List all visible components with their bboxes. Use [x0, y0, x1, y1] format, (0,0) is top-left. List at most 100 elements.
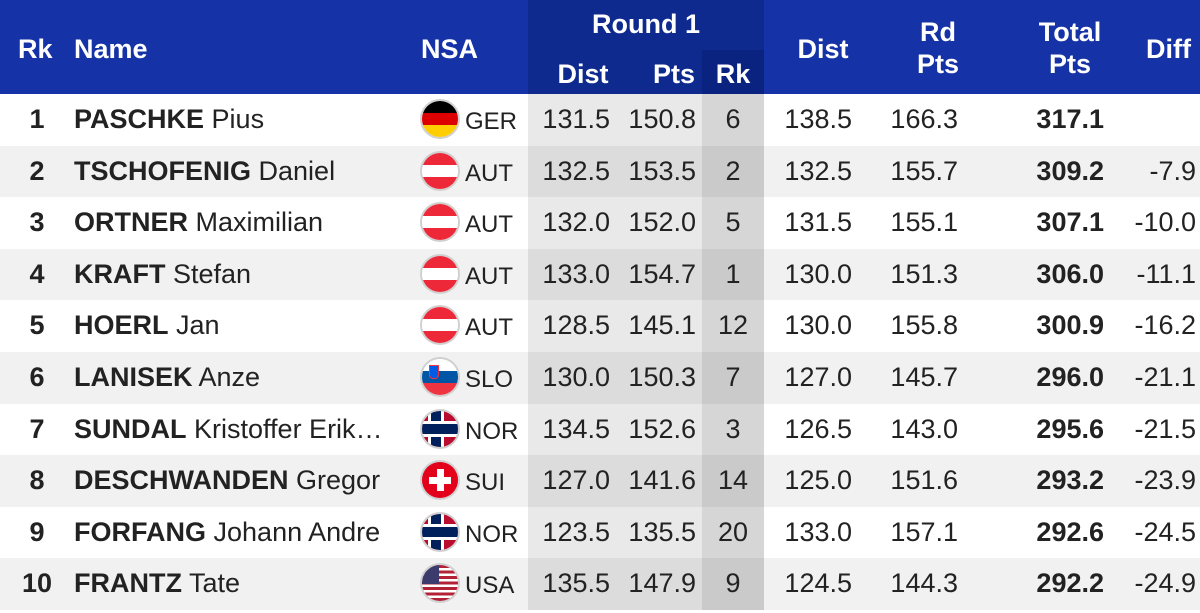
diff-cell: -24.5 [1134, 516, 1196, 547]
table-row[interactable]: 5 HOERL Jan AUT 128.5 145.1 12 130.0 155.8 300.9… [0, 300, 1200, 352]
header-name[interactable]: Name [74, 34, 148, 64]
rank-cell: 10 [21, 568, 53, 599]
athlete-last-name: PASCHKE [74, 104, 205, 134]
round1-rank-cell: 5 [725, 207, 741, 238]
header-diff[interactable]: Diff [1146, 34, 1191, 64]
rank-cell: 5 [29, 310, 45, 341]
athlete-first-name: Kristoffer Erik… [194, 413, 383, 444]
round1-dist-cell: 128.5 [542, 310, 610, 341]
dist-cell: 124.5 [784, 568, 852, 599]
athlete-first-name: Pius [211, 104, 265, 134]
header-rd-pts-line2: Pts [916, 49, 960, 79]
nsa-code: AUT [465, 262, 513, 290]
rank-cell: 1 [29, 104, 45, 134]
dist-cell: 127.0 [784, 361, 852, 392]
rd-pts-cell: 166.3 [890, 104, 958, 134]
athlete-last-name: TSCHOFENIG [74, 155, 252, 186]
round1-rank-header-band [702, 50, 764, 94]
athlete-first-name: Gregor [296, 465, 381, 496]
athlete-last-name: DESCHWANDEN [74, 465, 289, 496]
header-total-pts[interactable]: Total Pts [1030, 16, 1110, 80]
total-pts-cell: 300.9 [1036, 310, 1104, 341]
athlete-name[interactable]: SUNDAL Kristoffer Erik… [74, 404, 414, 456]
dist-cell: 131.5 [784, 207, 852, 238]
athlete-last-name: FORFANG [74, 516, 206, 547]
round1-pts-cell: 145.1 [628, 310, 696, 341]
round1-rank-column-shade [702, 197, 764, 249]
athlete-last-name: SUNDAL [74, 413, 187, 444]
round1-rank-column-shade [702, 506, 764, 559]
rd-pts-cell: 157.1 [890, 516, 958, 547]
nsa-code: GER [465, 108, 518, 135]
nsa-code: NOR [465, 520, 519, 548]
dist-cell: 132.5 [784, 155, 852, 186]
nsa-code: USA [465, 572, 515, 600]
athlete-name[interactable]: DESCHWANDEN Gregor [74, 455, 414, 507]
header-round1-dist[interactable]: Dist [557, 59, 609, 89]
round1-rank-column-shade [702, 403, 764, 456]
header-total-pts-line2: Pts [1048, 49, 1092, 79]
total-pts-cell: 307.1 [1036, 207, 1104, 238]
header-dist[interactable]: Dist [797, 34, 849, 64]
athlete-first-name: Anze [198, 361, 261, 392]
round1-pts-cell: 150.3 [628, 361, 696, 392]
table-row[interactable]: 4 KRAFT Stefan AUT 133.0 154.7 1 130.0 151.3 306… [0, 248, 1200, 301]
round1-column-shade [528, 351, 702, 404]
table-row[interactable]: 9 FORFANG Johann Andre NOR 123.5 135.5 20 133.… [0, 506, 1200, 559]
diff-cell: -24.9 [1134, 568, 1196, 599]
rank-cell: 3 [29, 207, 45, 238]
round1-rank-cell: 1 [725, 258, 741, 289]
usa-flag-icon [422, 565, 458, 602]
round1-pts-cell: 154.7 [628, 258, 696, 289]
header-round1-pts[interactable]: Pts [652, 59, 696, 89]
rank-cell: 8 [29, 465, 45, 496]
header-rank[interactable]: Rk [18, 34, 53, 64]
header-round1-rk[interactable]: Rk [715, 59, 751, 89]
round1-rank-column-shade [702, 558, 764, 610]
round1-dist-cell: 130.0 [542, 361, 610, 392]
athlete-name[interactable]: KRAFT Stefan [74, 249, 414, 301]
round1-rank-cell: 20 [717, 516, 749, 547]
table-row[interactable]: 3 ORTNER Maximilian AUT 132.0 152.0 5 131.5 155… [0, 197, 1200, 249]
dist-cell: 130.0 [784, 258, 852, 289]
table-row[interactable]: 1 PASCHKE Pius GER 131.5 150.8 6 138.5 166.3 317… [0, 94, 1200, 146]
athlete-name[interactable]: TSCHOFENIG Daniel [74, 146, 414, 198]
table-row[interactable]: 10 FRANTZ Tate USA 135.5 147.9 9 124.5 144.3 292… [0, 558, 1200, 610]
round1-column-shade [528, 506, 702, 559]
round1-pts-cell: 153.5 [628, 155, 696, 186]
athlete-name[interactable]: PASCHKE Pius [74, 94, 414, 146]
header-nsa[interactable]: NSA [421, 34, 479, 64]
athlete-last-name: ORTNER [74, 207, 188, 238]
dist-cell: 130.0 [784, 310, 852, 341]
round1-rank-column-shade [702, 300, 764, 352]
round1-rank-column-shade [702, 351, 764, 404]
athlete-first-name: Maximilian [195, 207, 324, 238]
round1-pts-cell: 141.6 [628, 465, 696, 496]
round1-column-shade [528, 455, 702, 507]
diff-cell [1110, 94, 1196, 146]
athlete-name[interactable]: HOERL Jan [74, 300, 414, 352]
dist-cell: 133.0 [784, 516, 852, 547]
diff-cell: -16.2 [1134, 310, 1196, 341]
table-row[interactable]: 2 TSCHOFENIG Daniel AUT 132.5 153.5 2 132.5 155… [0, 145, 1200, 198]
athlete-name[interactable]: ORTNER Maximilian [74, 197, 414, 249]
total-pts-cell: 292.2 [1036, 568, 1104, 599]
athlete-name[interactable]: FRANTZ Tate [74, 558, 414, 610]
rank-cell: 6 [29, 361, 45, 392]
diff-cell: -21.5 [1134, 413, 1196, 444]
athlete-first-name: Jan [176, 310, 220, 341]
diff-cell: -7.9 [1149, 155, 1196, 186]
rd-pts-cell: 155.1 [890, 207, 958, 238]
table-row[interactable]: 8 DESCHWANDEN Gregor SUI 127.0 141.6 14 125.0 1… [0, 455, 1200, 507]
austria-flag-icon [422, 152, 458, 189]
athlete-name[interactable]: LANISEK Anze [74, 352, 414, 404]
round1-rank-cell: 3 [725, 413, 741, 444]
table-row[interactable]: 7 SUNDAL Kristoffer Erik… NOR 134.5 152.6 3 12… [0, 403, 1200, 456]
header-rd-pts[interactable]: Rd Pts [890, 16, 986, 80]
table-row[interactable]: 6 LANISEK Anze SLO 130.0 150.3 7 127.0 145.7 296… [0, 351, 1200, 404]
round1-rank-cell: 9 [725, 568, 741, 599]
athlete-name[interactable]: FORFANG Johann Andre [74, 507, 414, 559]
rd-pts-cell: 145.7 [890, 361, 958, 392]
rd-pts-cell: 155.7 [890, 155, 958, 186]
round1-pts-cell: 152.0 [628, 207, 696, 238]
